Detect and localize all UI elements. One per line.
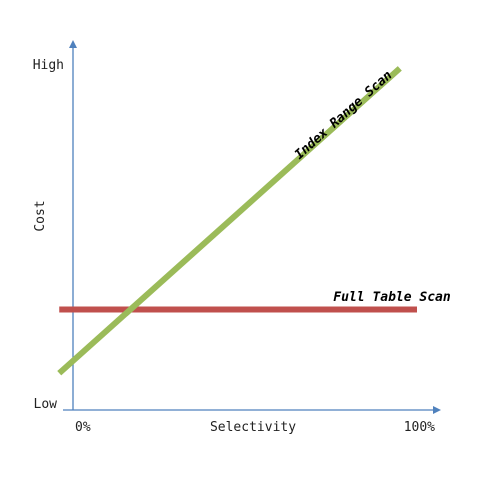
y-axis-title: Cost <box>33 200 48 231</box>
chart-labels: Index Range Scan Full Table Scan High Low 0%… <box>33 58 451 435</box>
x-axis-title: Selectivity <box>210 420 296 435</box>
series-lines <box>57 66 417 376</box>
x-tick-label-100: 100% <box>404 420 435 435</box>
x-tick-label-0: 0% <box>75 420 91 435</box>
axes <box>63 40 441 414</box>
series-line-index-range-scan <box>57 66 402 376</box>
y-tick-label-low: Low <box>34 397 58 412</box>
series-label-full-table-scan: Full Table Scan <box>333 290 451 305</box>
y-tick-label-high: High <box>33 58 64 73</box>
series-label-index-range-scan: Index Range Scan <box>292 68 395 163</box>
